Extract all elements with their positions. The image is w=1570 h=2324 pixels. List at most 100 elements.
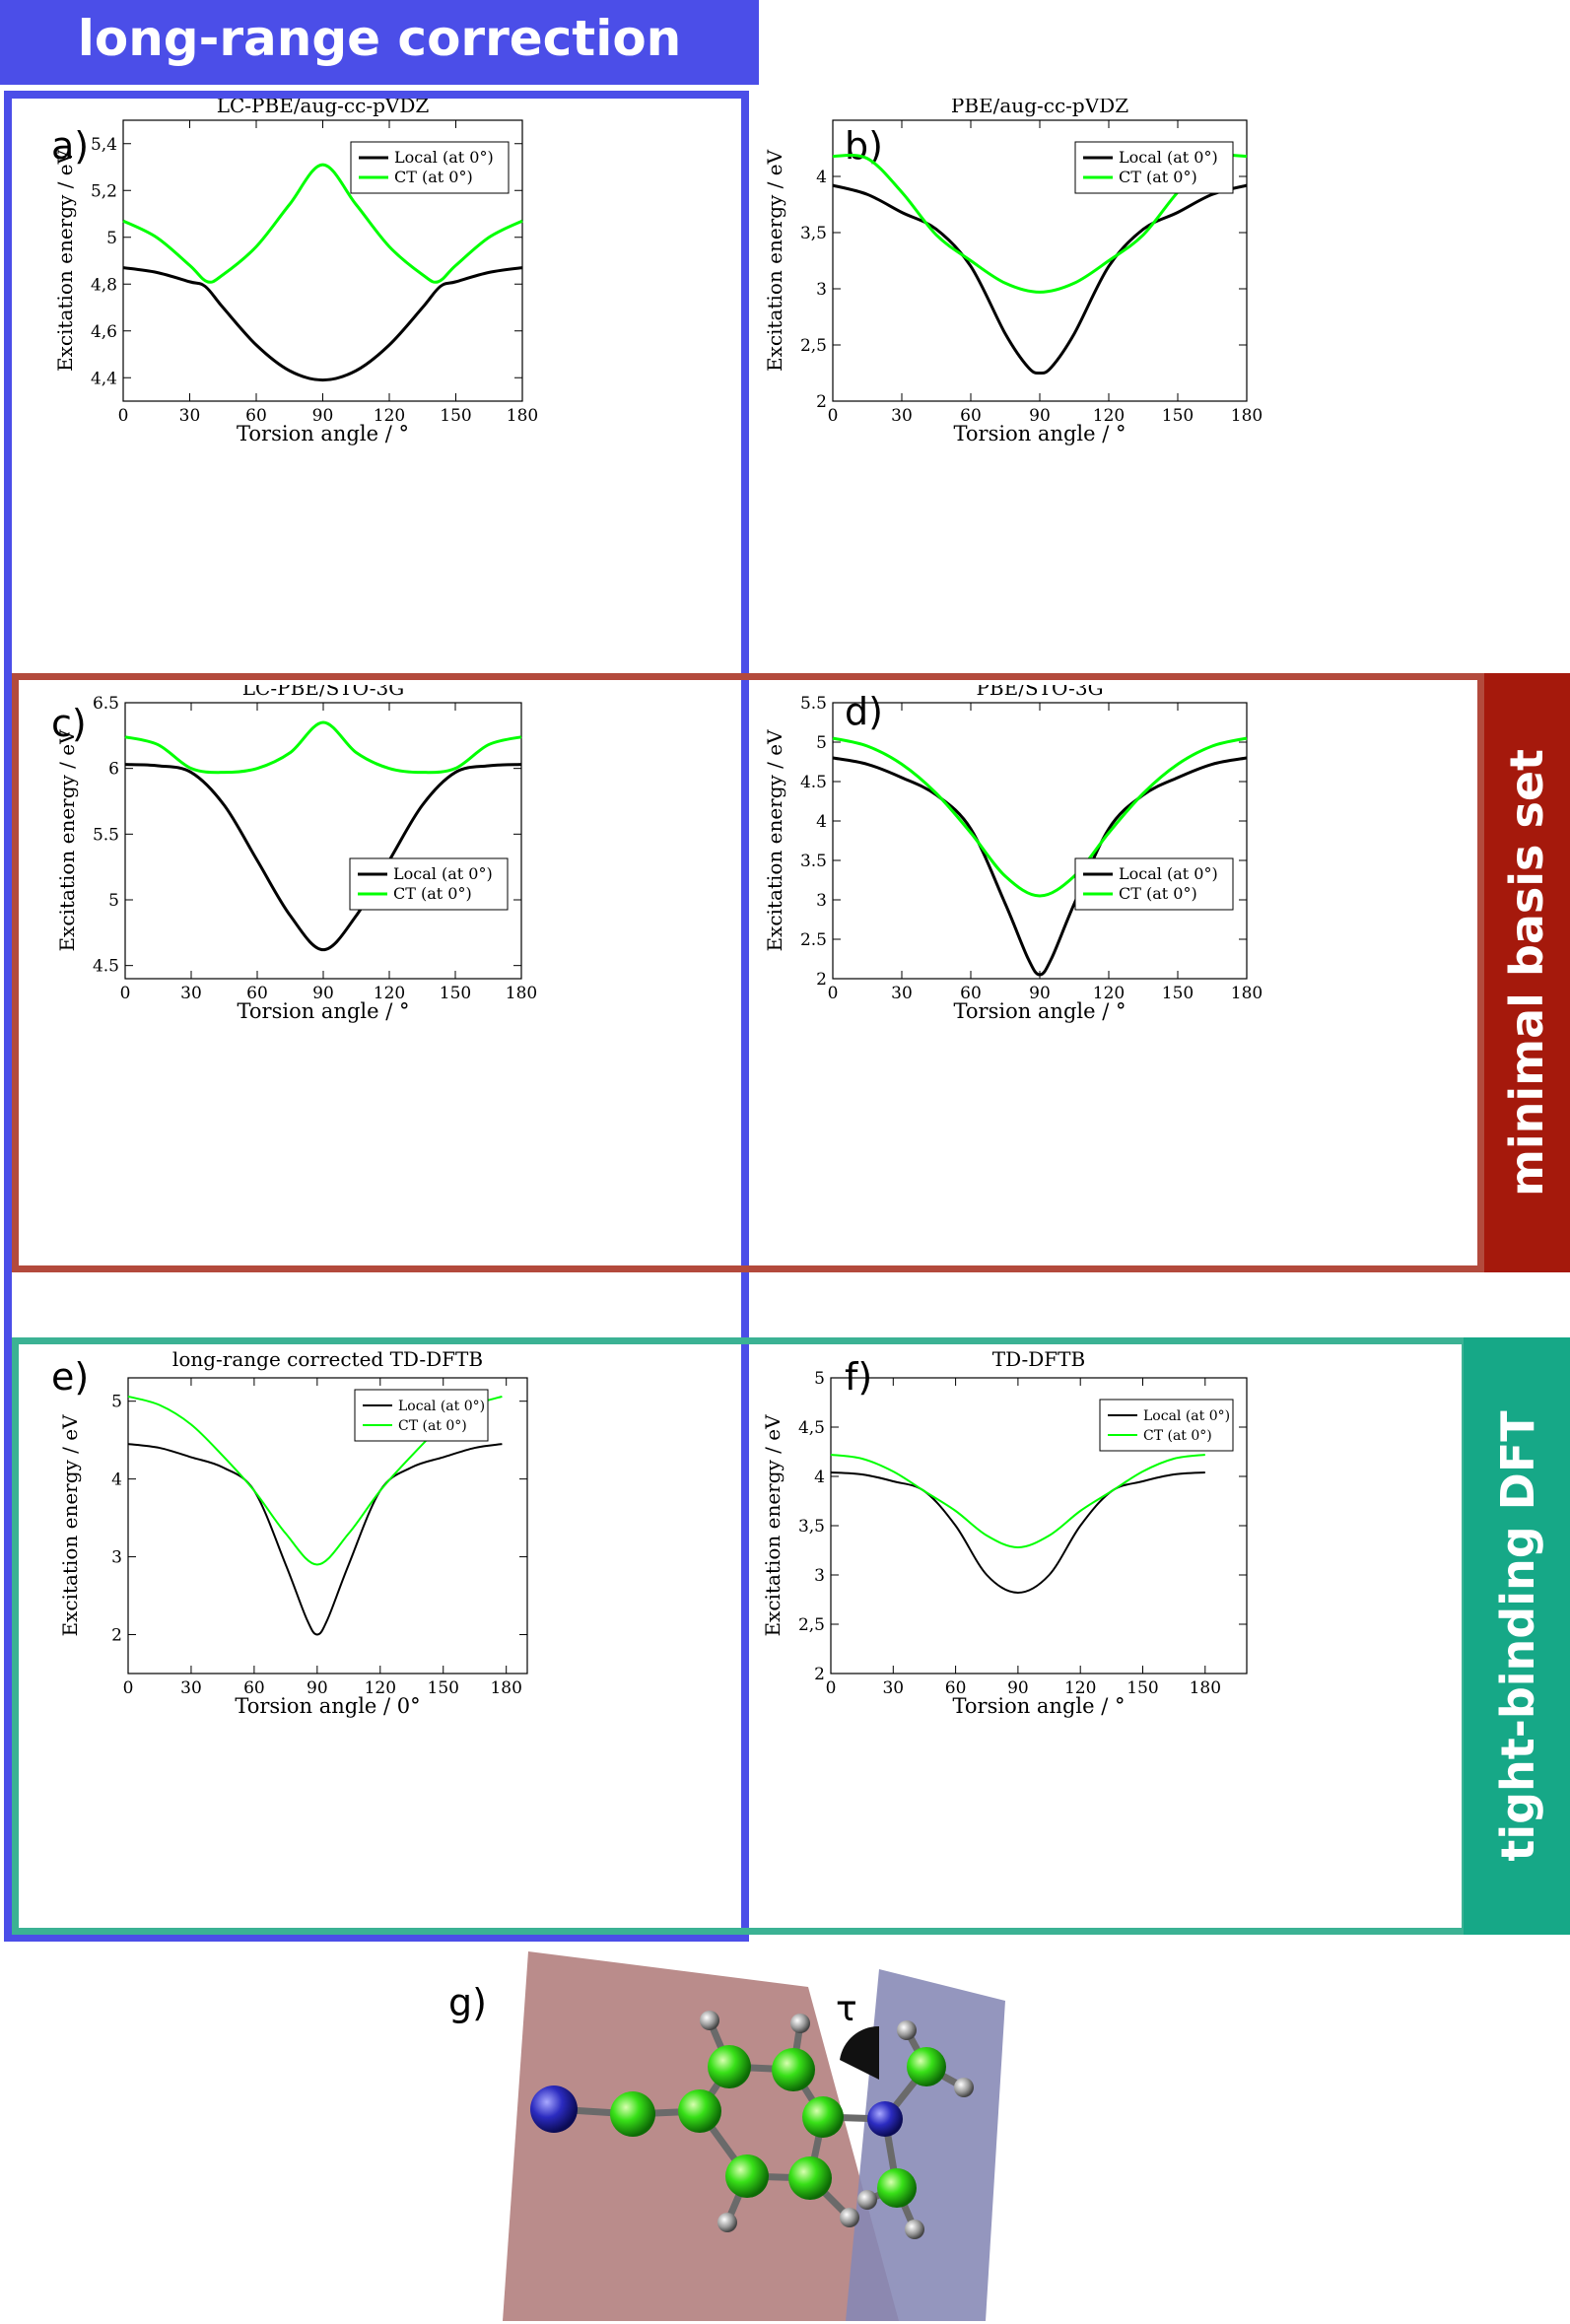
x-tick-label: 0 [828,406,839,426]
x-tick-label: 0 [828,984,839,1003]
legend-entry: CT (at 0°) [394,168,473,186]
legend-entry: Local (at 0°) [394,148,494,167]
y-axis-label: Excitation energy / eV [58,1414,82,1637]
series-line-local [127,1443,503,1636]
y-axis-label: Excitation energy / eV [764,149,786,372]
chart-e: long-range corrected TD-DFTB 0 30 60 90 120 15… [58,1348,528,1718]
x-tick-label: 0 [826,1678,837,1698]
y-tick-label: 3,5 [798,1517,825,1537]
legend-entry: Local (at 0°) [1143,1408,1230,1424]
y-tick-label: 2 [111,1626,122,1646]
chart-title: LC-PBE/aug-cc-pVDZ [217,99,430,117]
series-line-local [124,763,522,952]
x-tick-label: 180 [1231,406,1263,426]
long-range-header [0,0,759,85]
torsion-angle-arc [840,2025,879,2080]
y-tick-label: 3.5 [800,852,827,871]
tau-label: τ [836,1989,857,2029]
x-tick-label: 0 [123,1678,134,1698]
x-tick-label: 150 [440,406,471,426]
molecule-atoms [530,2011,974,2239]
chart-b: PBE/aug-cc-pVDZ 0 30 60 90 120 150 180 2 2,5 3 3,5 4… [764,99,1263,445]
y-axis-label: Excitation energy / eV [55,729,79,952]
torsion-plane-right [846,1969,1005,2321]
long-range-frame [4,91,749,1942]
y-tick-label: 4,8 [91,275,117,295]
x-tick-label: 0 [118,406,129,426]
legend-box [1099,1399,1234,1452]
legend-box [350,141,510,194]
legend-entry: CT (at 0°) [1119,168,1197,186]
x-tick-label: 150 [428,1678,459,1698]
x-tick-label: 90 [312,406,334,426]
x-tick-label: 120 [1093,984,1125,1003]
y-tick-label: 3 [816,891,827,911]
y-tick-label: 4 [814,1468,825,1487]
chart-f: TD-DFTB 0 30 60 90 120 150 180 2 2,5 3 3,5 4 4,5 5 Tors… [764,1348,1248,1718]
panel-letter-c: c) [51,702,87,745]
y-axis-label: Excitation energy / eV [53,149,77,372]
y-tick-label: 2 [816,970,827,990]
y-tick-label: 3 [814,1566,825,1586]
y-tick-label: 5 [816,733,827,753]
panel-letter-b: b) [845,124,883,168]
y-tick-label: 6 [108,760,119,780]
series-line-local [832,756,1248,977]
x-tick-label: 120 [374,984,405,1003]
legend-entry: Local (at 0°) [398,1399,485,1414]
y-tick-label: 5 [108,891,119,911]
x-tick-label: 60 [246,984,268,1003]
tight-binding-title: tight-binding DFT [1491,1410,1544,1862]
x-tick-label: 90 [1007,1678,1029,1698]
y-tick-label: 2 [816,392,827,412]
y-tick-label: 3 [816,280,827,300]
x-tick-label: 90 [312,984,334,1003]
x-tick-label: 30 [882,1678,904,1698]
long-range-title: long-range correction [77,10,682,67]
x-tick-label: 150 [1126,1678,1158,1698]
panel-letter-a: a) [51,124,90,168]
y-tick-label: 5 [814,1369,825,1389]
series-line-local [830,1471,1205,1595]
x-tick-label: 0 [120,984,131,1003]
x-axis-label: Torsion angle / 0° [235,1694,420,1718]
series-line-ct [122,163,523,284]
y-tick-label: 5,4 [91,135,117,155]
x-axis-label: Torsion angle / ° [237,422,409,445]
y-tick-label: 4 [816,812,827,832]
x-tick-label: 60 [945,1678,967,1698]
series-line-local [832,183,1248,376]
legend-box [354,1389,489,1442]
x-tick-label: 60 [960,406,982,426]
x-tick-label: 60 [245,406,267,426]
x-tick-label: 150 [440,984,471,1003]
chart-title: LC-PBE/STO-3G [242,685,404,700]
y-tick-label: 4,6 [91,322,117,342]
y-tick-label: 2 [814,1665,825,1684]
legend-entry: CT (at 0°) [393,884,472,903]
tight-binding-side-band [1464,1337,1570,1935]
x-tick-label: 120 [1064,1678,1096,1698]
x-tick-label: 120 [374,406,405,426]
y-tick-label: 3,5 [800,224,827,243]
y-tick-label: 2.5 [800,930,827,950]
x-axis-label: Torsion angle / ° [954,422,1126,445]
y-axis-label: Excitation energy / eV [764,1414,785,1637]
chart-title: PBE/aug-cc-pVDZ [951,99,1128,117]
y-tick-label: 4 [111,1470,122,1490]
y-tick-label: 4.5 [93,957,119,977]
x-tick-label: 90 [307,1678,328,1698]
series-line-ct [124,720,522,775]
molecule-illustration: τ [503,1951,1005,2321]
minimal-basis-frame [12,673,1484,1272]
plot-area-frame [127,1377,528,1675]
chart-c: LC-PBE/STO-3G 0 30 60 90 120 150 180 4.5 5 5.5 6 6.5… [55,685,537,1023]
y-tick-label: 4,4 [91,369,117,388]
x-tick-label: 30 [891,406,913,426]
x-tick-label: 180 [507,406,538,426]
series-line-ct [832,736,1248,898]
x-tick-label: 180 [1231,984,1263,1003]
y-tick-label: 5.5 [93,825,119,845]
y-tick-label: 4,5 [798,1418,825,1438]
chart-title: TD-DFTB [992,1348,1085,1371]
